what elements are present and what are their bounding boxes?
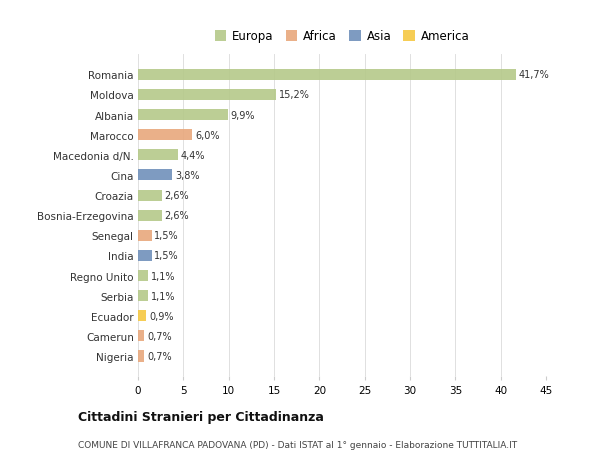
Text: Cittadini Stranieri per Cittadinanza: Cittadini Stranieri per Cittadinanza <box>78 410 324 423</box>
Bar <box>138 291 148 302</box>
Bar <box>138 70 516 81</box>
Text: 2,6%: 2,6% <box>164 190 189 201</box>
Bar <box>138 130 193 141</box>
Text: 15,2%: 15,2% <box>278 90 310 100</box>
Bar <box>138 170 172 181</box>
Text: 3,8%: 3,8% <box>175 171 200 180</box>
Text: 0,9%: 0,9% <box>149 311 173 321</box>
Text: 1,1%: 1,1% <box>151 291 175 301</box>
Text: COMUNE DI VILLAFRANCA PADOVANA (PD) - Dati ISTAT al 1° gennaio - Elaborazione TU: COMUNE DI VILLAFRANCA PADOVANA (PD) - Da… <box>78 441 517 449</box>
Text: 1,5%: 1,5% <box>154 251 179 261</box>
Bar <box>138 330 145 341</box>
Bar <box>138 311 146 322</box>
Text: 4,4%: 4,4% <box>181 151 205 161</box>
Text: 2,6%: 2,6% <box>164 211 189 221</box>
Bar <box>138 90 276 101</box>
Bar <box>138 270 148 281</box>
Legend: Europa, Africa, Asia, America: Europa, Africa, Asia, America <box>210 26 474 48</box>
Bar <box>138 230 152 241</box>
Bar <box>138 110 228 121</box>
Text: 6,0%: 6,0% <box>195 130 220 140</box>
Text: 9,9%: 9,9% <box>230 110 255 120</box>
Bar <box>138 351 145 362</box>
Bar <box>138 150 178 161</box>
Text: 1,5%: 1,5% <box>154 231 179 241</box>
Text: 1,1%: 1,1% <box>151 271 175 281</box>
Text: 0,7%: 0,7% <box>147 331 172 341</box>
Text: 0,7%: 0,7% <box>147 351 172 361</box>
Text: 41,7%: 41,7% <box>519 70 550 80</box>
Bar <box>138 210 161 221</box>
Bar <box>138 250 152 262</box>
Bar <box>138 190 161 201</box>
